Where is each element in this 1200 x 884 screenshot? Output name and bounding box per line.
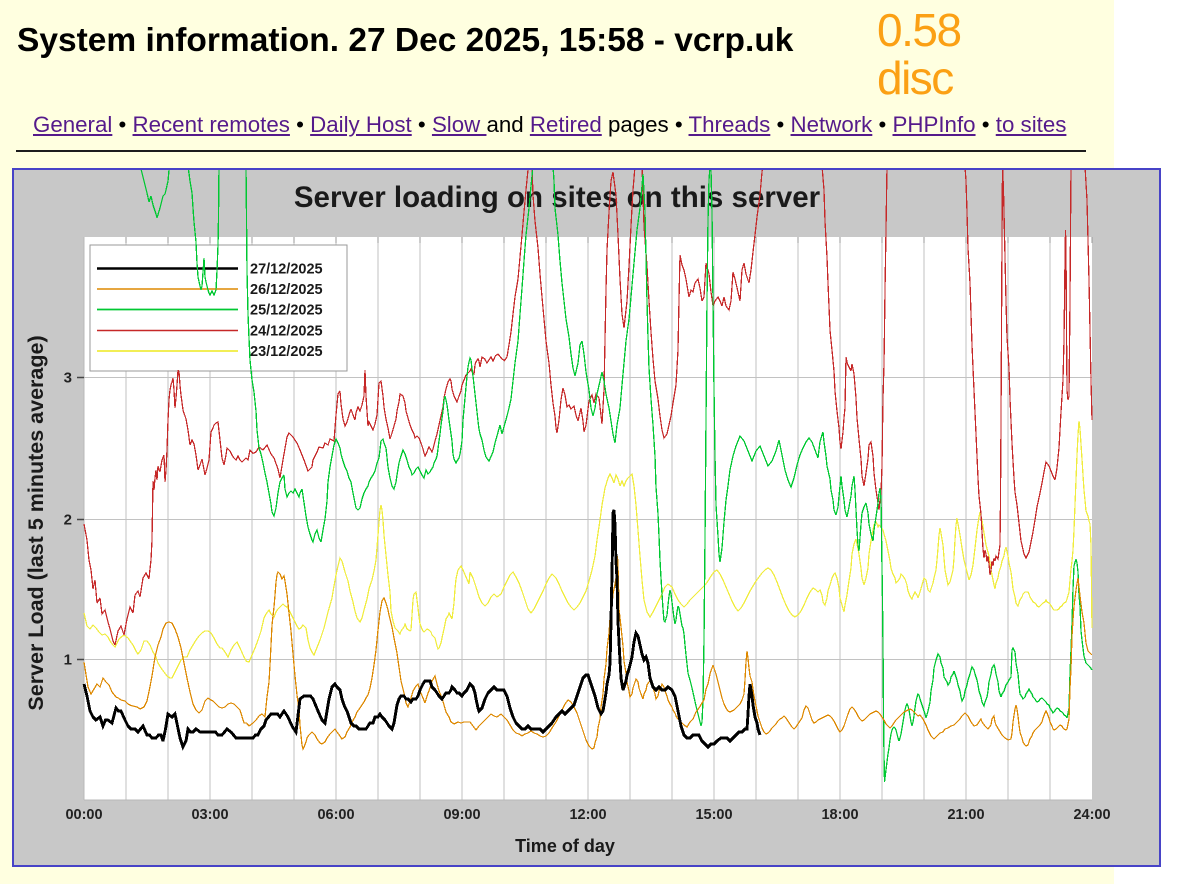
svg-text:Server loading on sites on thi: Server loading on sites on this server [294,181,821,214]
svg-text:12:00: 12:00 [569,807,606,823]
svg-text:25/12/2025: 25/12/2025 [250,303,323,319]
svg-text:27/12/2025: 27/12/2025 [250,262,323,278]
svg-text:3: 3 [64,370,72,387]
svg-text:23/12/2025: 23/12/2025 [250,344,323,360]
svg-text:26/12/2025: 26/12/2025 [250,282,323,298]
svg-text:21:00: 21:00 [947,807,984,823]
svg-text:2: 2 [64,512,72,529]
svg-text:Time of day: Time of day [515,836,615,856]
svg-text:24:00: 24:00 [1073,807,1110,823]
svg-text:1: 1 [64,652,72,669]
svg-text:24/12/2025: 24/12/2025 [250,324,323,340]
svg-text:15:00: 15:00 [695,807,732,823]
svg-text:09:00: 09:00 [443,807,480,823]
svg-text:06:00: 06:00 [317,807,354,823]
svg-text:03:00: 03:00 [191,807,228,823]
svg-text:18:00: 18:00 [821,807,858,823]
svg-text:00:00: 00:00 [65,807,102,823]
svg-text:Server Load (last 5 minutes av: Server Load (last 5 minutes average) [24,335,48,710]
